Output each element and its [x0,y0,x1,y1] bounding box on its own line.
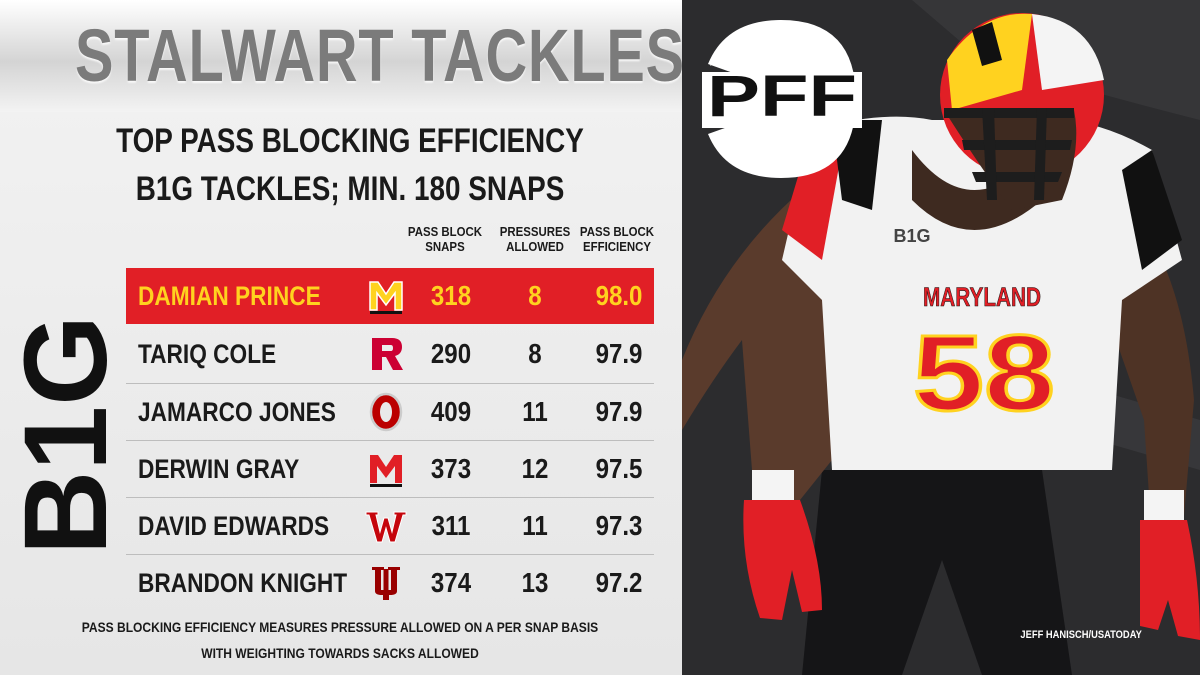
pressures-value: 11 [522,396,548,427]
player-name: JAMARCO JONES [138,397,336,427]
pressures-value: 8 [528,280,542,311]
pressures-value: 12 [521,453,549,484]
jersey-text: MARYLAND [923,282,1041,312]
player-name: BRANDON KNIGHT [138,568,348,598]
table-row: TARIQ COLE 290 8 97.9 [126,326,654,382]
big-ten-logo-text: B1G [12,315,128,555]
pressures-value: 8 [528,338,542,369]
row-divider [126,383,654,384]
photo-credit: JEFF HANISCH/USATODAY [1020,629,1142,641]
snaps-value: 311 [431,510,471,541]
maryland-logo [370,455,402,487]
stats-panel: STALWART TACKLES TOP PASS BLOCKING EFFIC… [0,0,682,675]
efficiency-value: 97.9 [595,338,643,369]
footnote-line-1: PASS BLOCKING EFFICIENCY MEASURES PRESSU… [81,619,599,635]
pff-logo: PFF [702,20,862,178]
maryland-logo [369,281,403,314]
page-title: STALWART TACKLES [75,14,682,97]
subtitle-line-1: TOP PASS BLOCKING EFFICIENCY [116,122,584,160]
row-divider [126,497,654,498]
row-divider [126,440,654,441]
indiana-logo [372,567,400,600]
table-row: DAVID EDWARDS 311 11 97.3 [126,498,654,554]
efficiency-value: 97.5 [595,453,643,484]
table-row: DERWIN GRAY 373 12 97.5 [126,441,654,497]
column-header-efficiency: PASS BLOCK EFFICIENCY [579,224,655,254]
big-ten-logo: B1G [12,315,128,555]
snaps-value: 374 [430,567,472,598]
row-divider [126,554,654,555]
efficiency-value: 98.0 [595,280,643,311]
player-photo: MARYLAND 58 B1G [682,0,1200,675]
pff-logo-text: PFF [707,64,857,129]
player-photo-panel: MARYLAND 58 B1G PFF JEFF HANISCH/USATODA… [682,0,1200,675]
snaps-value: 290 [430,338,472,369]
player-name: DERWIN GRAY [138,454,300,484]
snaps-value: 318 [430,280,472,311]
ohio-state-logo [369,392,403,432]
column-header-pressures: PRESSURES ALLOWED [499,224,571,254]
subtitle-line-2: B1G TACKLES; MIN. 180 SNAPS [135,170,565,208]
efficiency-value: 97.9 [595,396,643,427]
player-name: TARIQ COLE [138,339,277,369]
conference-patch: B1G [893,226,930,246]
player-name: DAVID EDWARDS [138,511,330,541]
title-band [0,0,682,112]
snaps-value: 409 [430,396,472,427]
rutgers-logo [372,338,403,370]
efficiency-value: 97.2 [595,567,643,598]
pressures-value: 13 [521,567,549,598]
table-row: BRANDON KNIGHT 374 13 97.2 [126,555,654,611]
jersey-number: 58 [913,312,1055,433]
player-name: DAMIAN PRINCE [138,281,321,311]
wisconsin-logo [365,511,407,543]
snaps-value: 373 [430,453,472,484]
footnote: PASS BLOCKING EFFICIENCY MEASURES PRESSU… [65,614,615,666]
footnote-line-2: WITH WEIGHTING TOWARDS SACKS ALLOWED [201,645,479,661]
column-header-snaps: PASS BLOCK SNAPS [407,224,483,254]
pressures-value: 11 [522,510,548,541]
table-row: DAMIAN PRINCE 318 8 98.0 [126,268,654,324]
efficiency-value: 97.3 [595,510,643,541]
table-row: JAMARCO JONES 409 11 97.9 [126,384,654,440]
